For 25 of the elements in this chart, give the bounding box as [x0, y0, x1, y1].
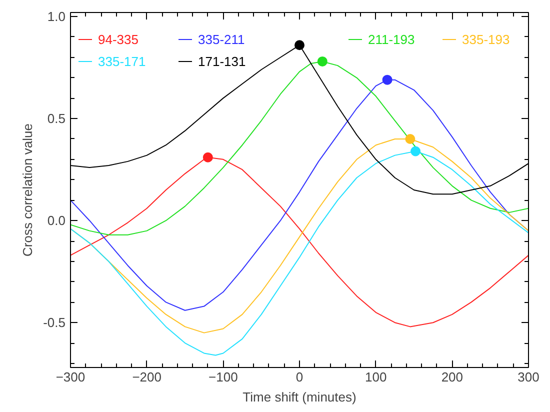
legend-label: 335-211	[198, 32, 245, 46]
legend-label: 211-193	[368, 32, 415, 46]
point	[317, 56, 328, 66]
legend-label: 335-171	[98, 54, 146, 68]
x-tick-label: 100	[364, 370, 387, 384]
x-tick-label: −200	[132, 370, 162, 384]
y-axis-title: Cross correlation value	[20, 124, 36, 256]
x-tick-label: 0	[296, 370, 304, 384]
legend-label: 335-193	[462, 32, 510, 46]
x-tick-label: −300	[56, 370, 86, 384]
y-tick-label: 0.5	[47, 111, 66, 126]
x-tick-label: 300	[518, 370, 540, 384]
point	[202, 152, 213, 162]
x-axis-title: Time shift (minutes)	[242, 390, 356, 404]
y-tick-label: 0.0	[47, 213, 66, 228]
legend-label: 171-131	[198, 54, 246, 68]
y-tick-label: -0.5	[43, 315, 66, 330]
point	[405, 134, 416, 144]
x-tick-label: −100	[208, 370, 238, 384]
point	[294, 40, 304, 50]
legend-label: 94-335	[98, 32, 138, 46]
point	[382, 74, 392, 85]
point	[410, 146, 421, 156]
y-tick-label: 1.0	[47, 9, 66, 24]
x-tick-label: 200	[441, 370, 464, 384]
